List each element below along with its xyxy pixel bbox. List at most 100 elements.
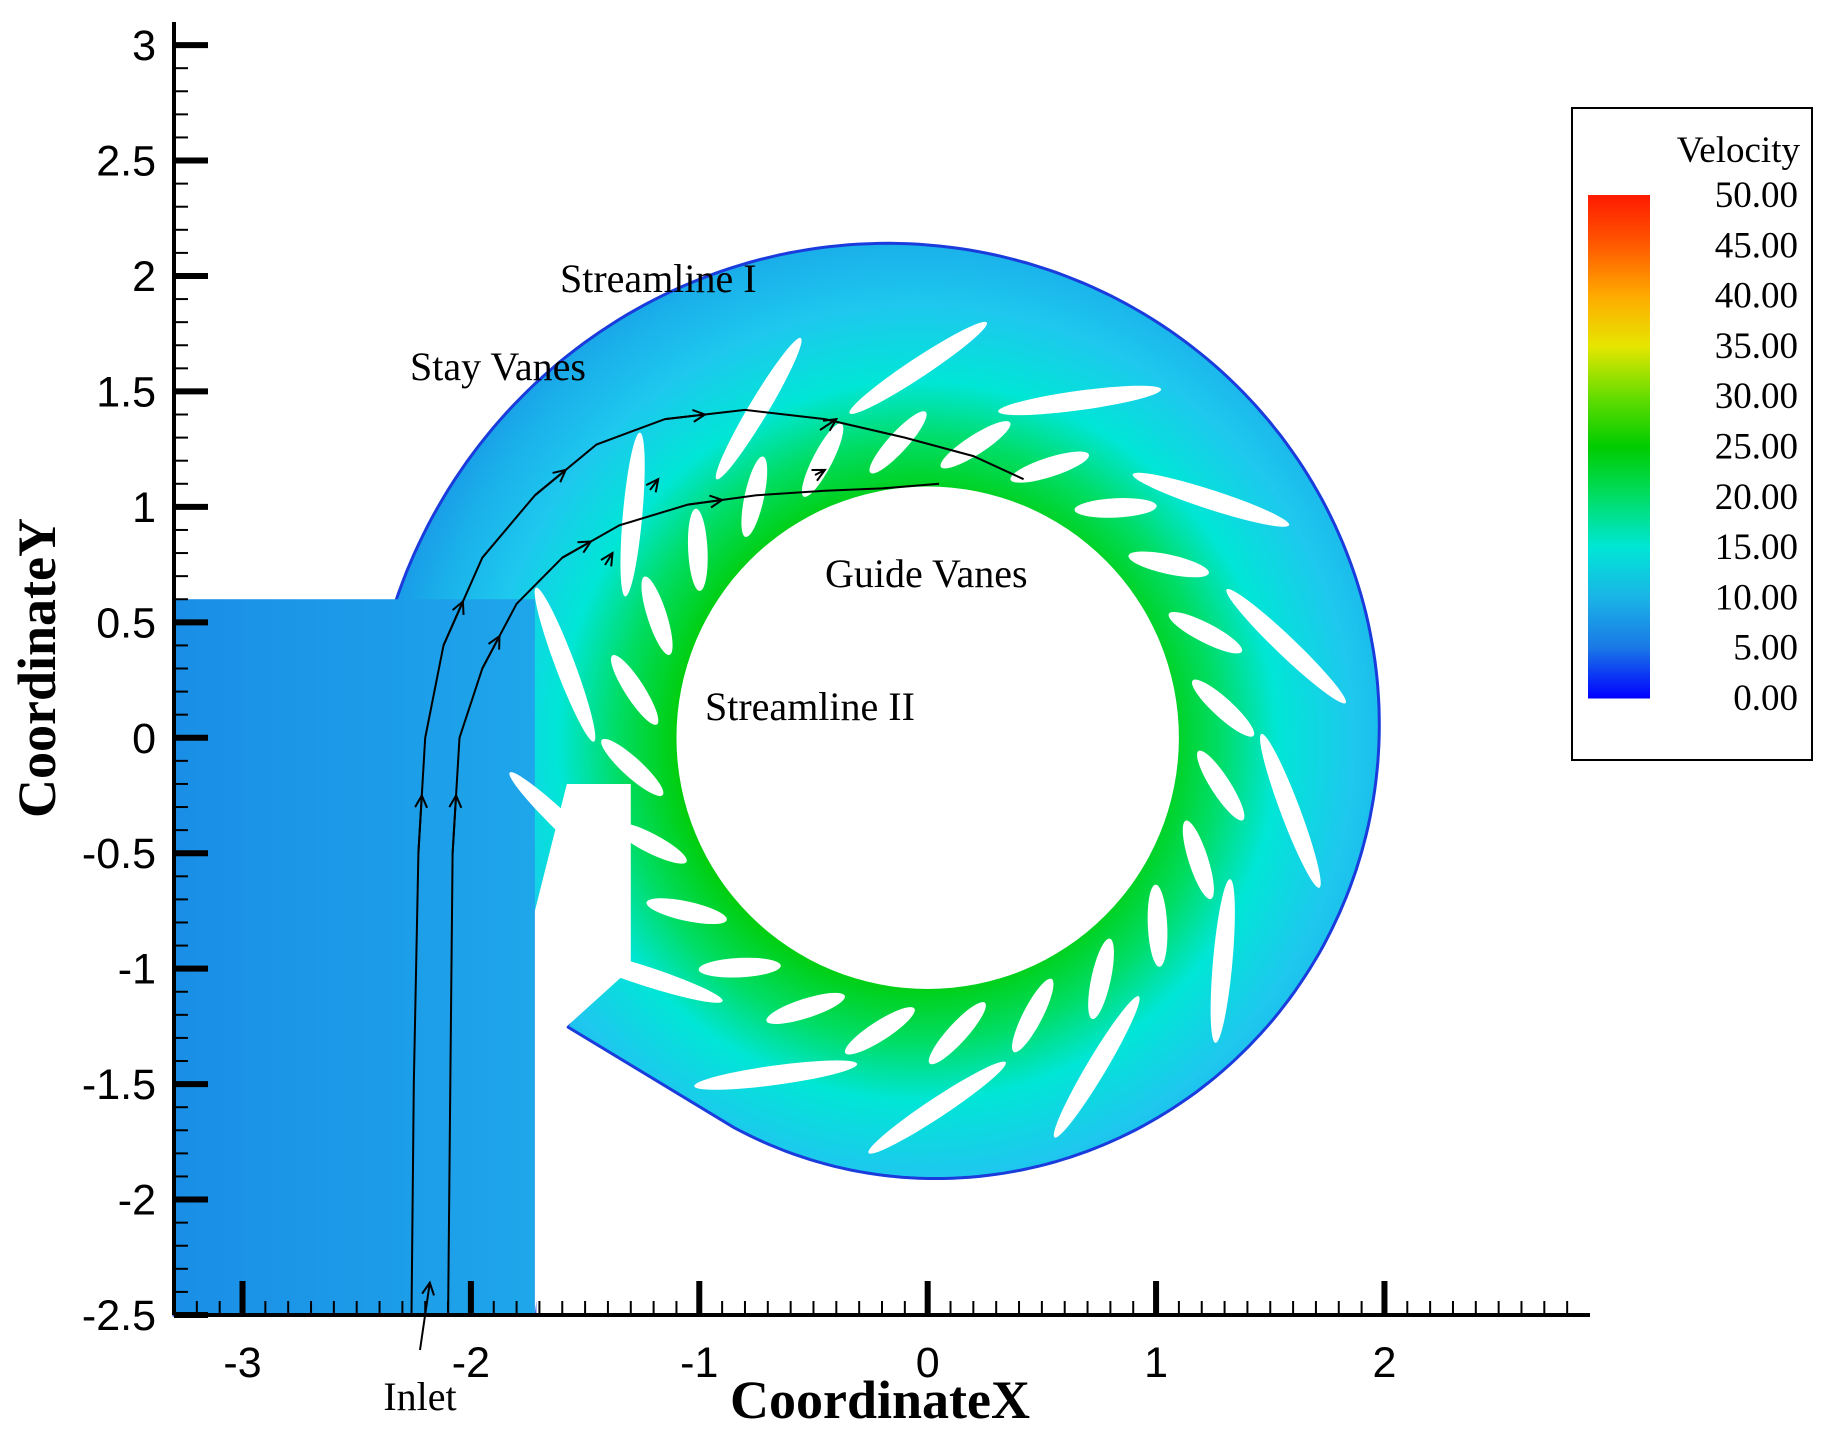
annotation-arrow: [600, 551, 614, 567]
guide-vane: [844, 1007, 915, 1055]
y-tick-label: 1: [132, 484, 156, 532]
stay-vane: [694, 1060, 858, 1090]
guide-vane: [1182, 820, 1214, 900]
guide-vane: [1168, 611, 1243, 654]
y-tick-label: 0: [132, 715, 156, 763]
colorbar-band: [1588, 597, 1650, 649]
guide-vane: [766, 992, 845, 1024]
annotations: Streamline I Stay Vanes Guide Vanes Streaml…: [383, 256, 1027, 1419]
tongue-gap: [534, 783, 631, 1315]
guide-vane: [1012, 978, 1054, 1053]
y-tick-label: 2: [132, 253, 156, 301]
streamline-arrow: [561, 540, 593, 559]
streamline-arrow: [534, 468, 568, 497]
guide-vane: [1147, 884, 1168, 967]
guide-vane: [613, 822, 687, 864]
stay-vane: [1260, 733, 1321, 888]
annotation-label: Streamline I: [560, 256, 757, 301]
x-tick-label: -3: [223, 1339, 261, 1387]
guide-vane: [610, 654, 659, 725]
streamline-arrow: [664, 408, 708, 423]
stay-vane: [998, 385, 1162, 416]
y-tick-label: 3: [132, 22, 156, 70]
y-tick-label: -0.5: [82, 830, 156, 878]
guide-vane: [928, 1002, 986, 1065]
colorbar-level-label: 20.00: [1715, 477, 1798, 518]
guide-vane: [646, 898, 727, 925]
y-tick-label: -2: [118, 1177, 156, 1225]
y-tick-label: -2.5: [82, 1292, 156, 1340]
annotation-label: Inlet: [383, 1374, 456, 1419]
y-axis-title: CoordinateY: [7, 518, 67, 818]
y-tick-label: 2.5: [96, 138, 156, 186]
x-axis-title: CoordinateX: [730, 1370, 1030, 1430]
x-tick-label: 1: [1144, 1339, 1168, 1387]
velocity-field: [172, 241, 1381, 1317]
guide-vane: [687, 508, 708, 591]
annotation-arrow: [645, 477, 660, 493]
streamline-arrow: [687, 494, 725, 509]
colorbar-band: [1588, 446, 1650, 498]
y-tick-label: -1.5: [82, 1061, 156, 1109]
colorbar-labels: 50.00 45.00 40.00 35.00 30.00 25.00 20.00 15.00…: [1715, 175, 1798, 719]
stay-vane: [566, 948, 723, 1003]
y-tick-label: 1.5: [96, 368, 156, 416]
colorbar-level-label: 30.00: [1715, 376, 1798, 417]
annotation-label: Streamline II: [705, 684, 915, 729]
colorbar-band: [1588, 245, 1650, 297]
stay-vane: [620, 432, 645, 597]
guide-vane: [1128, 551, 1209, 578]
guide-vane: [1074, 498, 1157, 518]
guide-vane: [641, 576, 673, 655]
colorbar-band: [1588, 195, 1650, 246]
annotation-arrow: [819, 417, 839, 432]
colorbar-legend: Velocity 50.00 45.00 40.00 35.00 30.00 25.00 2…: [1571, 107, 1813, 761]
axes: -3 -2 -1 0 1 2 -2.5 -2 -1.5 -1 -0.5 0 0.5 1 1.5 2 2.5 3: [82, 22, 1590, 1387]
annotation-label: Stay Vanes: [410, 344, 586, 389]
streamline-arrow: [442, 599, 465, 646]
colorbar-level-label: 45.00: [1715, 225, 1798, 266]
guide-vane: [1088, 938, 1114, 1020]
stay-vane: [715, 337, 802, 480]
colorbar-level-label: 35.00: [1715, 326, 1798, 367]
guide-vane: [741, 456, 768, 537]
stay-vane: [1226, 589, 1347, 704]
streamline-arrow: [448, 793, 463, 854]
guide-vane: [1191, 679, 1255, 737]
stay-vane: [534, 587, 596, 742]
guide-vane: [601, 738, 664, 796]
stay-vane: [509, 772, 630, 887]
colorbar-level-label: 0.00: [1733, 678, 1798, 719]
guide-vane: [940, 421, 1011, 469]
colorbar-band: [1588, 547, 1650, 598]
streamline-arrow: [414, 793, 428, 854]
y-tick-label: 0.5: [96, 599, 156, 647]
vanes: [509, 321, 1347, 1154]
x-tick-label: -2: [452, 1339, 490, 1387]
colorbar-band: [1588, 647, 1650, 699]
stay-vane: [1210, 879, 1235, 1043]
x-tick-label: 0: [916, 1339, 940, 1387]
runner-hole: [676, 486, 1179, 989]
annotation-label: Guide Vanes: [825, 551, 1028, 596]
colorbar-level-label: 25.00: [1715, 427, 1798, 468]
colorbar-level-label: 15.00: [1715, 527, 1798, 568]
colorbar-band: [1588, 396, 1650, 447]
colorbar-level-label: 10.00: [1715, 577, 1798, 618]
x-tick-label: 2: [1372, 1339, 1396, 1387]
colorbar-band: [1588, 496, 1650, 548]
streamline-arrow: [481, 634, 501, 669]
stay-vane: [1132, 472, 1290, 527]
stay-vane: [1053, 996, 1140, 1138]
guide-vane: [869, 411, 927, 474]
x-tick-label: -1: [680, 1339, 718, 1387]
annotation-arrow: [811, 468, 827, 482]
colorbar-bands: [1588, 195, 1650, 699]
colorbar-level-label: 5.00: [1733, 628, 1798, 669]
stay-vane: [849, 321, 988, 414]
stay-vane: [868, 1061, 1006, 1154]
streamlines: [410, 408, 1025, 1316]
colorbar-band: [1588, 345, 1650, 397]
colorbar-level-label: 40.00: [1715, 276, 1798, 317]
